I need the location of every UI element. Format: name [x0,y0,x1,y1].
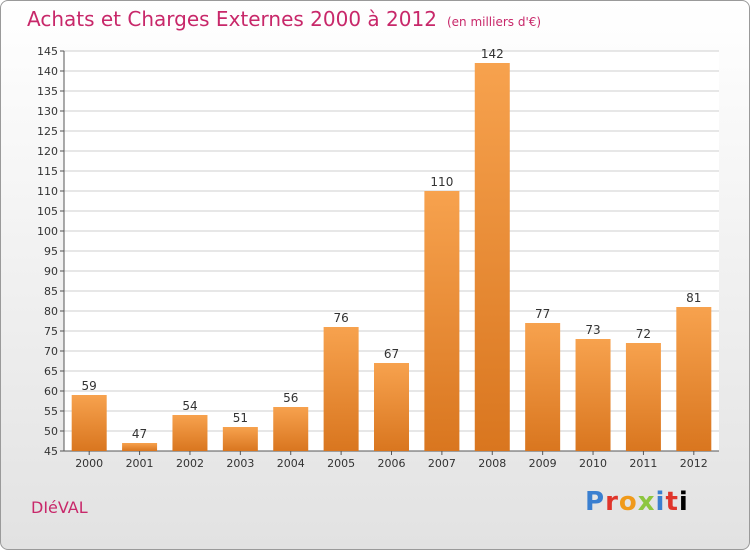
bar-value-label: 59 [82,379,97,393]
bar-value-label: 56 [283,391,298,405]
bar [273,407,309,451]
bar-value-label: 51 [233,411,248,425]
x-tick-label: 2004 [277,457,305,470]
x-tick-label: 2007 [428,457,456,470]
bar [474,63,510,451]
x-tick-label: 2001 [126,457,154,470]
y-tick-label: 85 [44,285,58,298]
y-tick-label: 55 [44,405,58,418]
bar-value-label: 76 [333,311,348,325]
bar [323,327,359,451]
y-tick-label: 90 [44,265,58,278]
bar-value-label: 72 [636,327,651,341]
y-tick-label: 115 [37,165,58,178]
bar-value-label: 67 [384,347,399,361]
x-tick-label: 2003 [226,457,254,470]
y-tick-label: 60 [44,385,58,398]
y-tick-label: 95 [44,245,58,258]
chart-title: Achats et Charges Externes 2000 à 2012 (e… [27,7,541,31]
x-tick-label: 2010 [579,457,607,470]
bar-value-label: 77 [535,307,550,321]
bar [575,339,611,451]
x-tick-label: 2009 [529,457,557,470]
bar [71,395,107,451]
chart-unit: (en milliers d'€) [446,15,542,29]
bar-value-label: 73 [585,323,600,337]
y-tick-label: 125 [37,125,58,138]
x-tick-label: 2011 [629,457,657,470]
y-tick-label: 130 [37,105,58,118]
x-tick-label: 2012 [680,457,708,470]
proxiti-logo: Proxiti [585,487,689,517]
bar [122,443,158,451]
y-tick-label: 120 [37,145,58,158]
y-tick-label: 70 [44,345,58,358]
y-tick-label: 110 [37,185,58,198]
bar [374,363,409,451]
y-tick-label: 50 [44,425,58,438]
y-tick-label: 65 [44,365,58,378]
bar-value-label: 110 [430,175,453,189]
bar-value-label: 81 [686,291,701,305]
x-tick-label: 2002 [176,457,204,470]
x-tick-label: 2006 [378,457,406,470]
y-tick-label: 75 [44,325,58,338]
bar-value-label: 54 [182,399,197,413]
y-tick-label: 105 [37,205,58,218]
y-tick-label: 140 [37,65,58,78]
commune-name: DIéVAL [31,498,88,517]
y-tick-label: 45 [44,445,58,458]
bar [676,307,712,451]
bar [172,415,208,451]
y-tick-label: 100 [37,225,58,238]
bar [525,323,561,451]
bar [222,427,258,451]
x-tick-label: 2000 [75,457,103,470]
y-tick-label: 80 [44,305,58,318]
chart-title-text: Achats et Charges Externes 2000 à 2012 [27,7,437,31]
bar [625,343,661,451]
x-tick-label: 2008 [478,457,506,470]
y-tick-label: 135 [37,85,58,98]
bar [424,191,460,451]
bar-value-label: 47 [132,427,147,441]
x-tick-label: 2005 [327,457,355,470]
y-tick-label: 145 [37,45,58,58]
bar-value-label: 142 [481,47,504,61]
